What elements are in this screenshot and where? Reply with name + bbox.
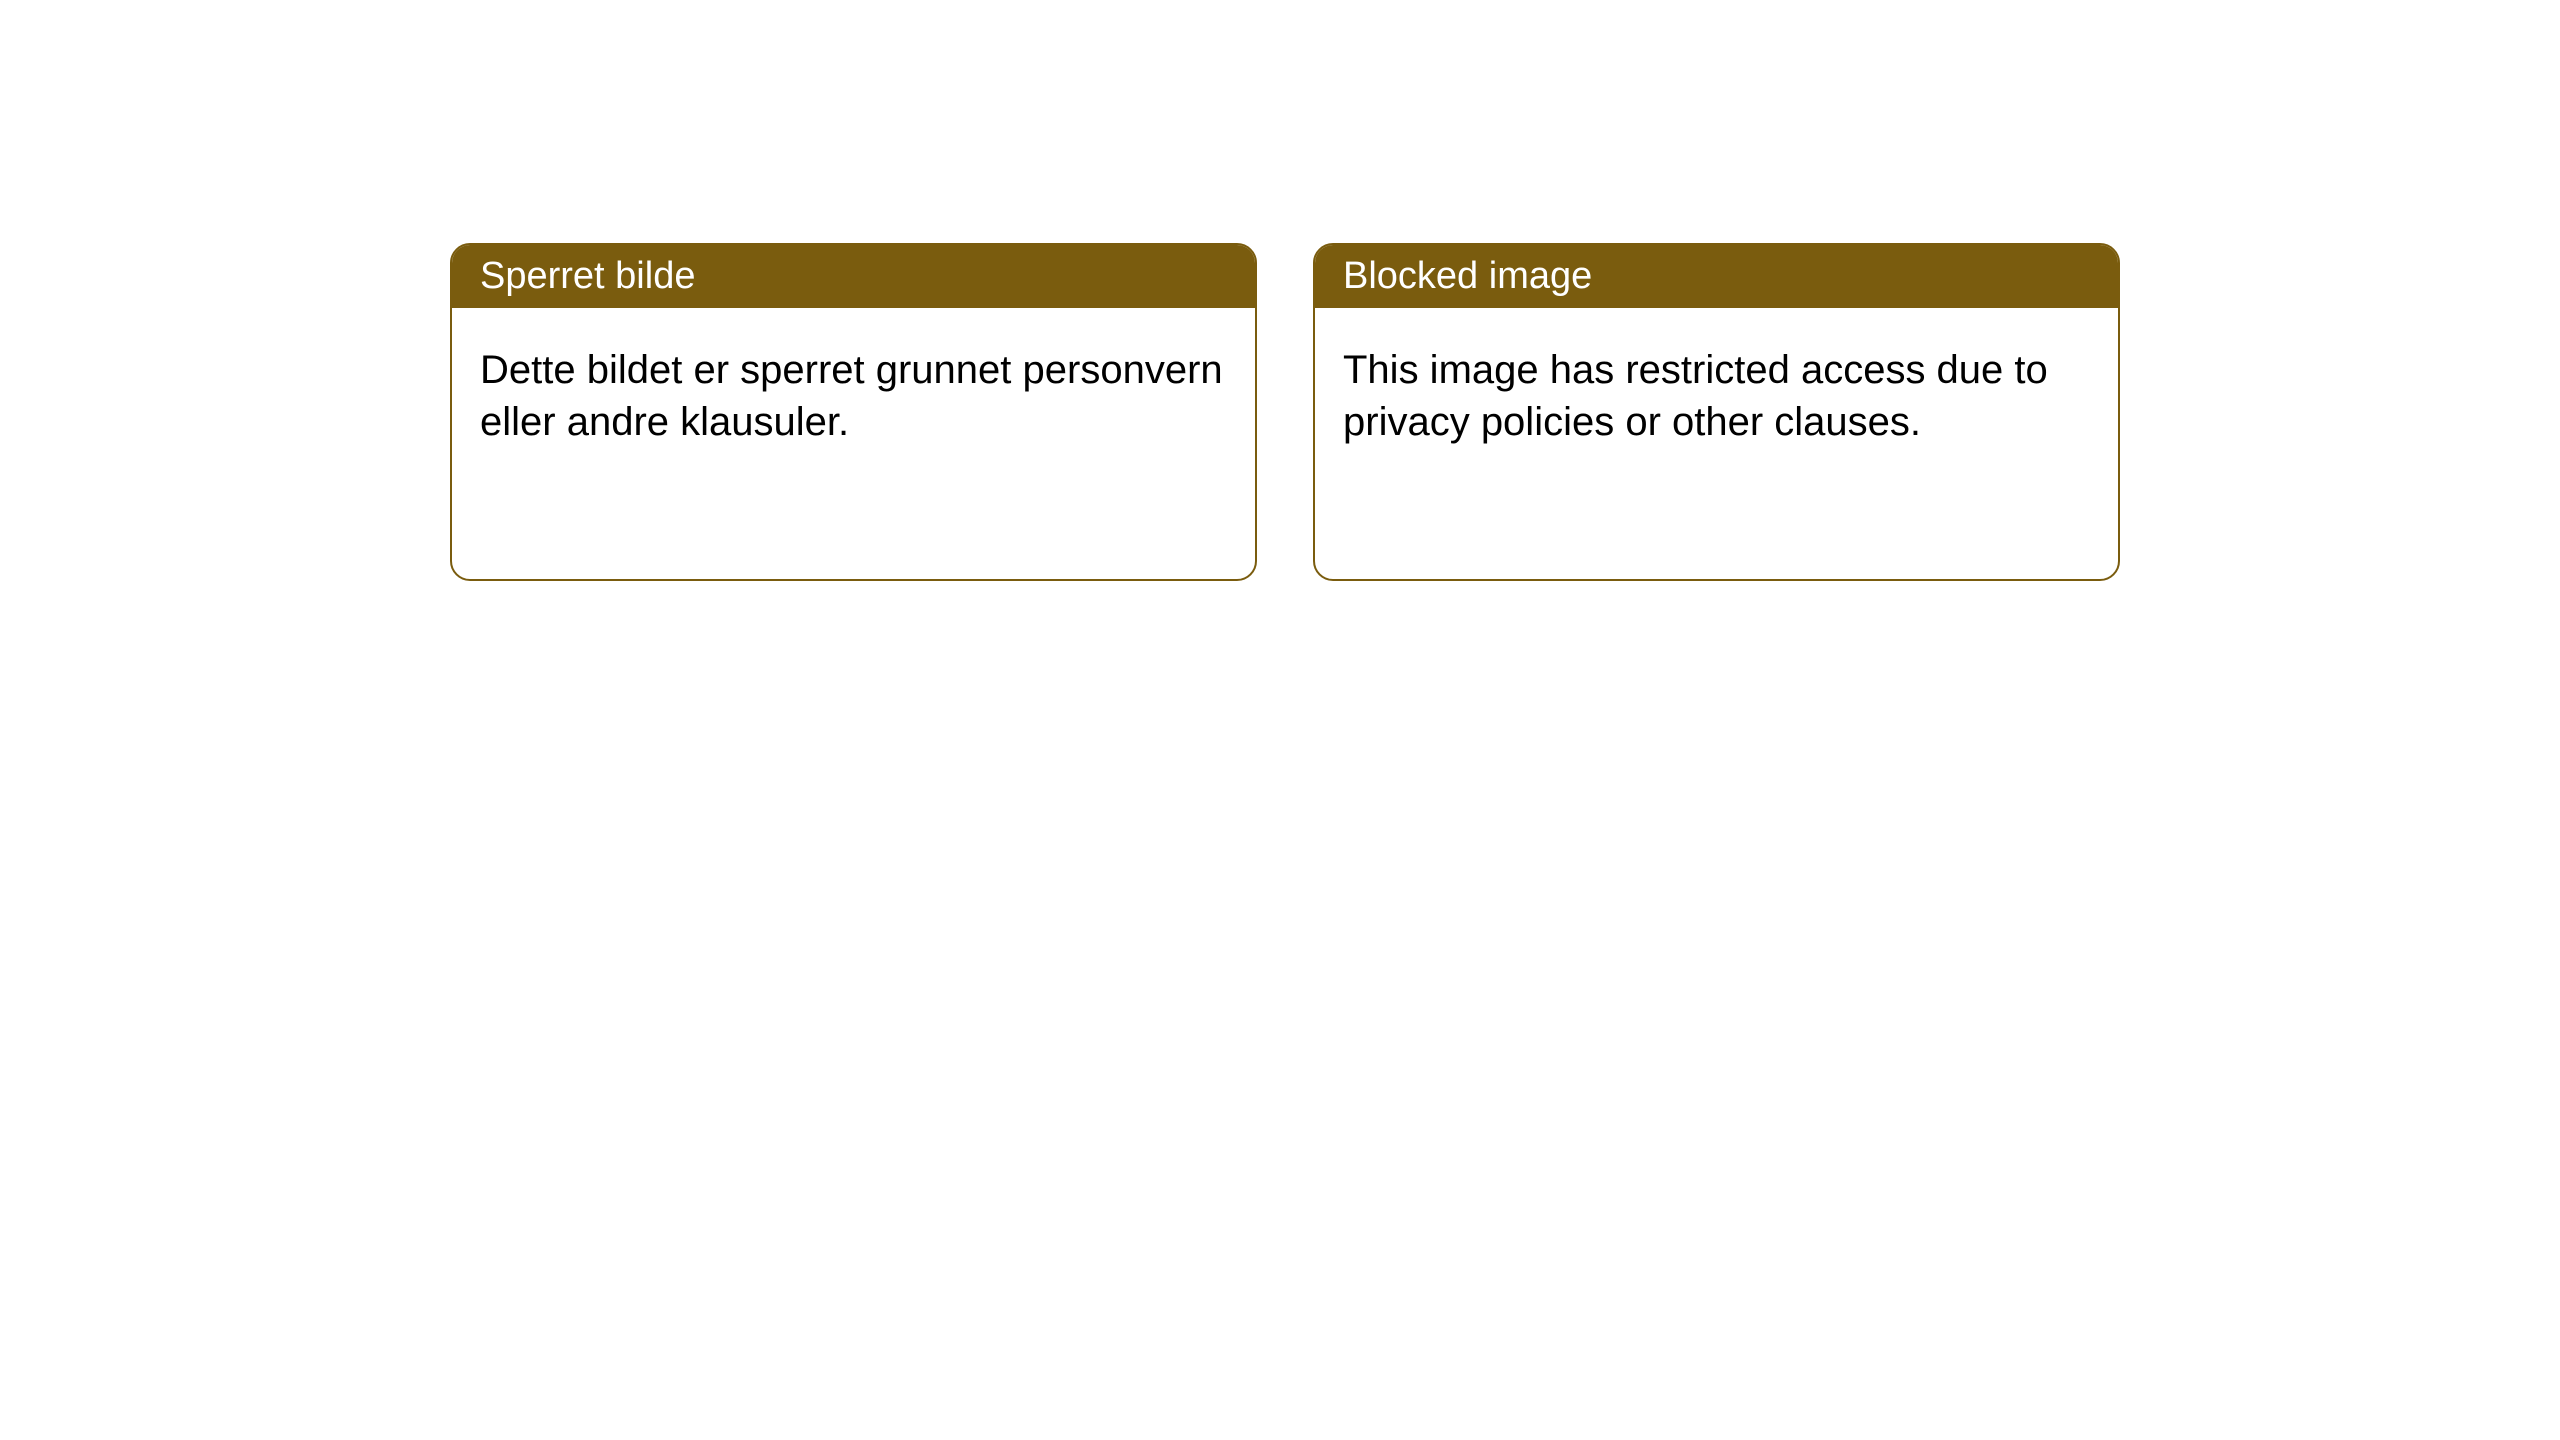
card-body-text: This image has restricted access due to … — [1343, 348, 2048, 444]
card-header: Sperret bilde — [452, 245, 1255, 308]
notice-card-norwegian: Sperret bilde Dette bildet er sperret gr… — [450, 243, 1257, 581]
card-header: Blocked image — [1315, 245, 2118, 308]
card-header-text: Sperret bilde — [480, 255, 695, 297]
card-body-text: Dette bildet er sperret grunnet personve… — [480, 348, 1223, 444]
card-body: This image has restricted access due to … — [1315, 308, 2118, 484]
card-body: Dette bildet er sperret grunnet personve… — [452, 308, 1255, 484]
card-header-text: Blocked image — [1343, 255, 1592, 297]
notice-card-english: Blocked image This image has restricted … — [1313, 243, 2120, 581]
notice-cards-container: Sperret bilde Dette bildet er sperret gr… — [0, 0, 2560, 581]
